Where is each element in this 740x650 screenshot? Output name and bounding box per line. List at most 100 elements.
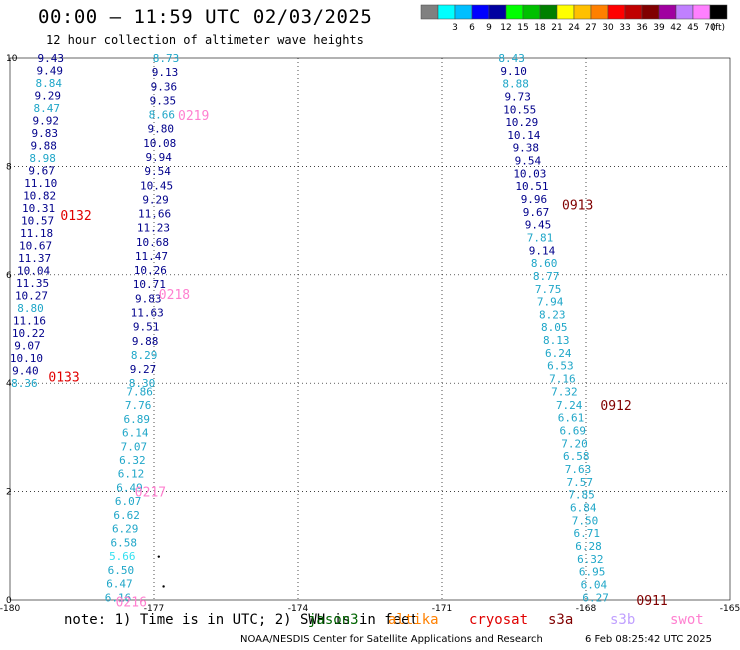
wave-height-label: 6.69 [559, 425, 586, 438]
colorbar-tick-label: 18 [534, 23, 546, 33]
wave-height-label: 7.20 [561, 437, 588, 450]
footer-timestamp: 6 Feb 08:25:42 UTC 2025 [585, 634, 712, 645]
wave-height-label: 8.84 [36, 77, 63, 90]
wave-height-label: 10.08 [143, 137, 176, 150]
y-tick-label: 0 [6, 596, 12, 606]
wave-height-label: 9.36 [151, 80, 178, 93]
wave-height-label: 11.63 [131, 307, 164, 320]
wave-height-label: 11.10 [24, 177, 57, 190]
data-point [157, 555, 160, 558]
wave-height-label: 7.86 [126, 385, 153, 398]
wave-height-label: 8.80 [17, 302, 44, 315]
wave-height-label: 9.67 [523, 206, 550, 219]
wave-height-label: 11.37 [18, 252, 51, 265]
pass-time-label: 0912 [600, 399, 631, 414]
wave-height-label: 10.31 [22, 202, 55, 215]
wave-height-label: 6.61 [558, 412, 585, 425]
colorbar-tick-label: 6 [469, 23, 475, 33]
wave-height-label: 10.71 [133, 278, 166, 291]
wave-height-label: 6.49 [116, 481, 143, 494]
pass-time-label: 0218 [159, 288, 190, 303]
color-scale-legend: 3 6 9 12 15 18 21 24 27 30 33 36 39 42 45 70(ft) [420, 4, 728, 33]
wave-height-label: 6.14 [122, 427, 149, 440]
wave-height-label: 8.43 [498, 52, 525, 65]
wave-height-label: 9.10 [500, 65, 527, 78]
wave-height-label: 9.92 [32, 115, 59, 128]
wave-height-label: 9.27 [130, 363, 157, 376]
wave-height-label: 10.67 [19, 240, 52, 253]
wave-height-label: 8.05 [541, 321, 568, 334]
wave-height-label: 6.53 [547, 360, 574, 373]
wave-height-label: 6.04 [581, 578, 608, 591]
wave-height-label: 9.49 [37, 65, 64, 78]
wave-height-label: 6.28 [575, 540, 602, 553]
colorbar-tick-label: 24 [568, 23, 580, 33]
pass-time-label: 0911 [636, 594, 667, 609]
wave-height-label: 9.83 [31, 127, 58, 140]
wave-height-label: 10.14 [507, 129, 540, 142]
data-point [162, 585, 165, 588]
wave-height-label: 7.94 [537, 296, 564, 309]
wave-height-label: 9.83 [135, 292, 162, 305]
wave-height-label: 10.29 [505, 116, 538, 129]
wave-height-label: 8.47 [33, 102, 60, 115]
wave-height-label: 6.07 [115, 495, 142, 508]
wave-height-label: 10.45 [140, 179, 173, 192]
wave-height-label: 8.60 [531, 257, 558, 270]
y-tick-label: 4 [6, 379, 12, 389]
wave-height-label: 9.88 [132, 335, 159, 348]
wave-height-label: 7.32 [551, 385, 578, 398]
colorbar-tick-label: 9 [486, 23, 492, 33]
pass-time-label: 0219 [178, 109, 209, 124]
wave-height-label: 9.07 [14, 340, 41, 353]
wave-height-label: 9.88 [30, 140, 57, 153]
wave-height-label: 6.89 [123, 413, 150, 426]
pass-time-label: 0217 [135, 486, 166, 501]
wave-height-label: 6.84 [570, 501, 597, 514]
wave-height-label: 6.62 [113, 509, 140, 522]
wave-height-label: 10.55 [503, 103, 536, 116]
pass-time-label: 0133 [48, 371, 79, 386]
wave-height-label: 8.29 [131, 349, 158, 362]
colorbar-tick-label: 27 [585, 23, 596, 33]
wave-height-label: 9.43 [38, 52, 65, 65]
pass-time-label: 0132 [60, 209, 91, 224]
wave-height-label: 9.35 [150, 94, 177, 107]
wave-height-label: 9.13 [152, 66, 179, 79]
wave-height-label: 6.29 [112, 523, 139, 536]
wave-height-label: 9.67 [28, 165, 55, 178]
wave-height-label: 8.23 [539, 308, 566, 321]
y-tick-label: 6 [6, 271, 12, 281]
wave-height-label: 10.68 [136, 236, 169, 249]
wave-height-label: 6.24 [545, 347, 572, 360]
x-tick-label: -168 [576, 604, 597, 612]
chart-subtitle: 12 hour collection of altimeter wave hei… [46, 33, 364, 47]
x-tick-label: -177 [144, 604, 164, 612]
legend-altika: altika [388, 612, 439, 628]
wave-height-label: 7.76 [125, 399, 152, 412]
wave-height-label: 9.45 [525, 219, 552, 232]
legend-cryosat: cryosat [469, 612, 529, 628]
wave-height-label: 11.18 [20, 227, 53, 240]
wave-height-label: 9.80 [148, 123, 175, 136]
colorbar-tick-label: 42 [670, 23, 681, 33]
wave-height-label: 6.32 [577, 553, 604, 566]
colorbar-tick-label: 3 [452, 23, 458, 33]
wave-height-label: 11.16 [13, 315, 46, 328]
wave-height-label: 5.66 [109, 550, 136, 563]
wave-height-label: 10.57 [21, 215, 54, 228]
wave-height-label: 10.04 [17, 265, 50, 278]
colorbar-tick-label: 36 [636, 23, 648, 33]
wave-height-label: 7.16 [549, 373, 576, 386]
wave-height-label: 8.30 [129, 377, 156, 390]
wave-height-label: 9.94 [145, 151, 172, 164]
wave-height-label: 7.57 [567, 476, 594, 489]
legend-swot: swot [670, 612, 704, 628]
wave-height-label: 11.23 [137, 222, 170, 235]
wave-height-label: 9.29 [142, 193, 169, 206]
wave-height-label: 11.35 [16, 277, 49, 290]
wave-height-label: 7.63 [565, 463, 592, 476]
wave-height-label: 6.58 [563, 450, 590, 463]
wave-height-label: 9.14 [529, 244, 556, 257]
